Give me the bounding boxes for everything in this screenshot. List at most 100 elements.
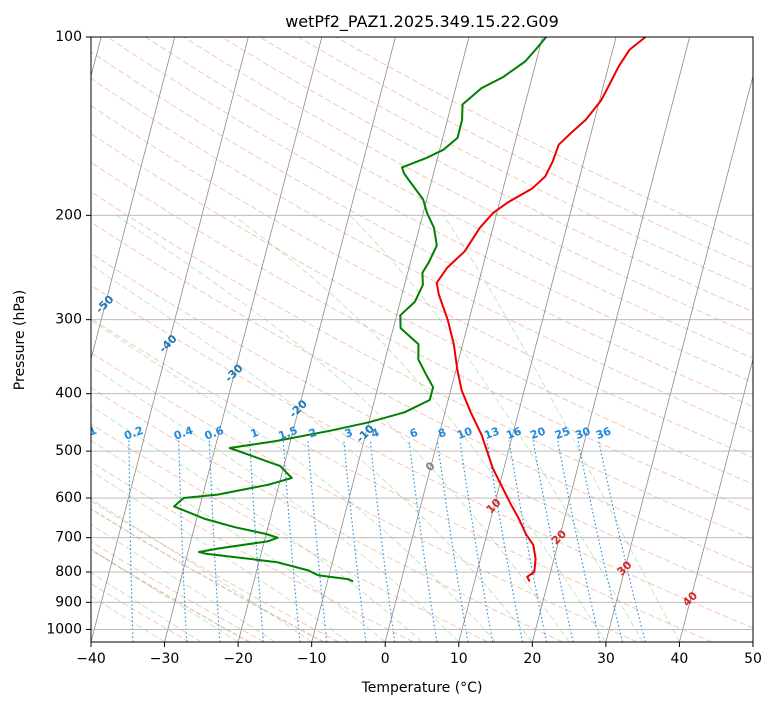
mixing-ratio-label: 16 <box>504 424 523 442</box>
isotherm-line <box>91 37 249 642</box>
mixing-ratio-line <box>577 440 624 642</box>
dewpoint-line <box>173 37 547 583</box>
temperature-line <box>435 37 647 582</box>
mixing-ratio-label: 10 <box>455 424 474 442</box>
mixing-ratio-line <box>459 440 494 642</box>
x-tick-label: 20 <box>523 651 541 667</box>
plot-frame <box>90 36 754 643</box>
profile-series <box>173 37 647 583</box>
dry-adiabat-line <box>91 540 265 642</box>
mixing-ratio-label: 8 <box>436 426 448 441</box>
mixing-ratio-label: 13 <box>482 425 501 442</box>
mixing-ratio-label: 1.5 <box>277 424 300 443</box>
isotherm-label: 10 <box>484 496 504 516</box>
dry-adiabat-line <box>91 77 753 433</box>
isotherm-label: -60 <box>34 239 57 262</box>
isotherm-line <box>458 37 617 642</box>
dry-adiabat-line <box>91 583 190 642</box>
dry-adiabat-line <box>335 37 753 247</box>
mixing-ratio-line <box>486 440 524 642</box>
moist-adiabat-line <box>91 498 312 642</box>
mixing-ratio-line <box>408 440 438 642</box>
moist-adiabat-line <box>91 572 202 642</box>
chart-title: wetPf2_PAZ1.2025.349.15.22.G09 <box>285 12 559 32</box>
moist-adiabat-line <box>91 548 239 642</box>
dry-adiabat-line <box>91 352 638 642</box>
isotherm-label: -30 <box>222 361 245 384</box>
dry-adiabat-line <box>221 37 753 313</box>
mixing-ratio-label: 3 <box>343 426 355 441</box>
y-tick-label: 300 <box>55 312 82 328</box>
mixing-ratio-label: 1 <box>249 426 261 441</box>
mixing-ratio-label: 2 <box>307 426 319 441</box>
mixing-ratio-label: 30 <box>573 424 592 442</box>
x-tick-label: 10 <box>450 651 468 667</box>
mixing-ratio-line <box>557 440 601 642</box>
x-tick-label: −40 <box>76 651 106 667</box>
x-axis: −40 −30 −20 −10 0 10 20 30 40 50 <box>76 642 762 667</box>
mixing-ratio-label: 0.1 <box>76 424 99 443</box>
mixing-ratio-label: 20 <box>528 424 547 442</box>
moist-adiabat-line <box>349 214 644 642</box>
isotherm-label: -20 <box>287 397 310 420</box>
mixing-ratio-line <box>508 440 548 642</box>
mixing-ratio-label: 0.6 <box>203 424 226 443</box>
y-tick-label: 600 <box>55 490 82 506</box>
dry-adiabat-line <box>259 37 753 291</box>
mixing-ratio-line <box>307 440 328 642</box>
y-tick-label: 200 <box>55 207 82 223</box>
moist-adiabat-line <box>91 264 533 642</box>
moist-adiabat-line <box>443 215 680 642</box>
isotherm-line <box>531 37 691 642</box>
isotherm-line <box>311 37 470 642</box>
isotherms <box>91 37 753 642</box>
y-axis-label: Pressure (hPa) <box>12 290 28 390</box>
mixing-ratio-lines <box>82 440 646 642</box>
mixing-ratio-line <box>178 440 188 642</box>
y-tick-label: 100 <box>55 29 82 45</box>
mixing-ratio-line <box>208 440 221 642</box>
mixing-ratio-line <box>249 440 265 642</box>
dry-adiabat-line <box>91 317 712 642</box>
isotherm-label: -50 <box>93 292 116 315</box>
isotherm-line <box>679 357 753 642</box>
dry-adiabat-line <box>91 133 753 485</box>
x-tick-label: −30 <box>150 651 180 667</box>
y-axis: 1000 900 800 700 600 500 400 300 200 100 <box>46 29 91 637</box>
y-tick-label: 700 <box>55 530 82 546</box>
x-tick-label: 30 <box>597 651 615 667</box>
dry-adiabat-line <box>91 221 753 569</box>
line-labels: -100-90-80-70-60-50-40-30-20-10010203040… <box>34 239 700 609</box>
dry-adiabat-line <box>91 387 563 642</box>
mixing-ratio-label: 0.4 <box>172 424 195 443</box>
isotherm-line <box>164 37 323 642</box>
mixing-ratio-label: 36 <box>594 424 613 442</box>
x-tick-label: −20 <box>223 651 253 667</box>
mixing-ratio-line <box>436 440 469 642</box>
isotherm-line <box>237 37 396 642</box>
moist-adiabat-line <box>91 319 496 642</box>
mixing-ratio-label: 6 <box>408 426 420 441</box>
mixing-ratio-line <box>598 440 646 642</box>
x-tick-label: 40 <box>671 651 689 667</box>
mixing-ratio-line <box>82 441 83 642</box>
plot-area: -100-90-80-70-60-50-40-30-20-10010203040… <box>34 37 753 642</box>
dry-adiabat-line <box>91 105 753 459</box>
moist-adiabat-line <box>91 405 423 642</box>
pressure-gridlines <box>91 37 753 630</box>
isotherm-line <box>605 74 753 642</box>
mixing-ratio-label: 4 <box>369 426 381 441</box>
dry-adiabat-line <box>107 37 753 383</box>
x-axis-label: Temperature (°C) <box>361 680 483 696</box>
dry-adiabat-line <box>91 423 489 642</box>
y-tick-label: 500 <box>55 443 82 459</box>
mixing-ratio-line <box>282 440 301 642</box>
x-tick-label: 0 <box>381 651 390 667</box>
dry-adiabat-line <box>183 37 753 336</box>
x-tick-label: −10 <box>297 651 327 667</box>
mixing-ratio-label: 0.2 <box>122 424 145 443</box>
y-tick-label: 1000 <box>46 621 82 637</box>
dry-adiabat-line <box>91 191 753 540</box>
dry-adiabat-line <box>91 252 753 599</box>
